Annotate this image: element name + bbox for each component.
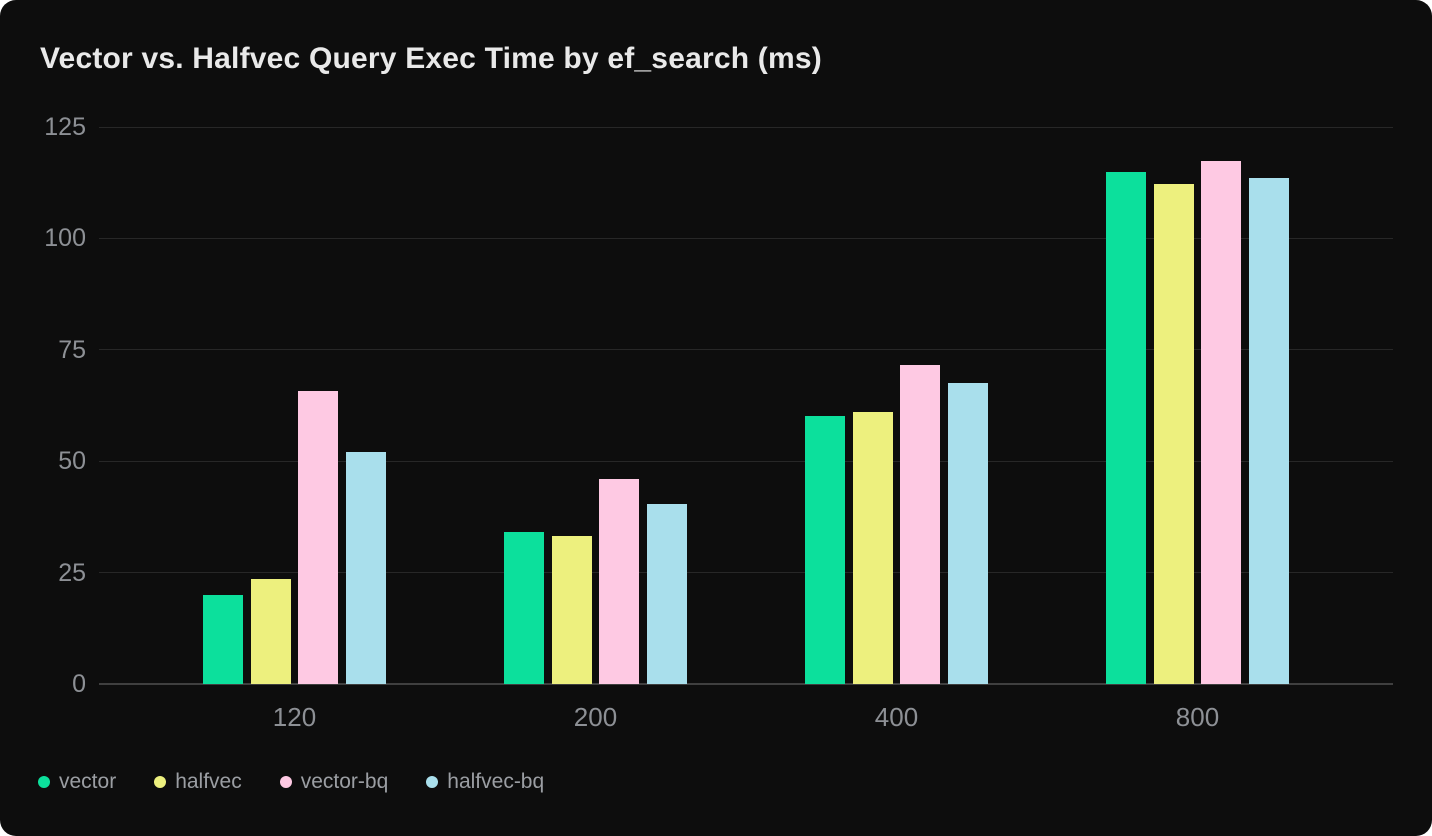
legend-label: halfvec-bq — [447, 770, 545, 793]
bar-vector-bq-120 — [298, 391, 339, 684]
bar-vector-400 — [805, 416, 846, 684]
bar-halfvec-bq-400 — [947, 382, 988, 684]
bar-halfvec-bq-120 — [345, 451, 386, 684]
legend-label: halfvec — [175, 770, 242, 793]
chart-title: Vector vs. Halfvec Query Exec Time by ef… — [40, 42, 822, 75]
y-axis-tick-label: 0 — [72, 670, 86, 698]
y-axis-tick-label: 100 — [44, 224, 86, 253]
x-axis-tick-label: 800 — [1175, 702, 1220, 732]
legend-dot-icon — [154, 776, 167, 788]
gridline — [99, 237, 1393, 239]
bar-vector-bq-800 — [1201, 161, 1242, 684]
y-axis-tick-label: 25 — [58, 558, 86, 587]
bar-halfvec-800 — [1153, 184, 1194, 684]
bar-halfvec-bq-800 — [1248, 178, 1289, 684]
legend-dot-icon — [426, 776, 439, 788]
legend-label: vector — [59, 770, 117, 793]
y-axis-tick-label: 75 — [58, 335, 86, 364]
x-axis-tick-label: 120 — [272, 702, 317, 732]
y-axis-tick-label: 50 — [58, 447, 86, 476]
bar-vector-200 — [504, 532, 545, 684]
gridline — [99, 460, 1393, 462]
legend-item-vector-bq[interactable]: vector-bq — [279, 770, 389, 794]
bar-halfvec-400 — [852, 412, 893, 684]
bar-halfvec-200 — [551, 536, 592, 684]
bar-halfvec-120 — [250, 579, 291, 684]
x-axis-tick-label: 200 — [573, 702, 618, 732]
bar-vector-800 — [1106, 172, 1147, 684]
bar-vector-120 — [203, 594, 244, 684]
legend-item-halfvec[interactable]: halfvec — [154, 770, 242, 794]
x-axis-line — [99, 683, 1393, 685]
legend-label: vector-bq — [300, 770, 389, 793]
gridline — [99, 572, 1393, 574]
legend-dot-icon — [279, 776, 292, 788]
bar-halfvec-bq-200 — [646, 503, 687, 684]
legend-item-halfvec-bq[interactable]: halfvec-bq — [426, 770, 544, 794]
bar-vector-bq-400 — [900, 365, 941, 684]
bar-vector-bq-200 — [599, 478, 640, 684]
legend-dot-icon — [38, 776, 50, 788]
gridline — [99, 349, 1393, 351]
x-axis-tick-label: 400 — [874, 702, 919, 732]
legend: vector halfvec vector-bq halfvec-bq — [38, 770, 544, 794]
legend-item-vector[interactable]: vector — [38, 770, 116, 794]
gridline — [99, 126, 1393, 128]
y-axis-tick-label: 125 — [44, 113, 86, 141]
